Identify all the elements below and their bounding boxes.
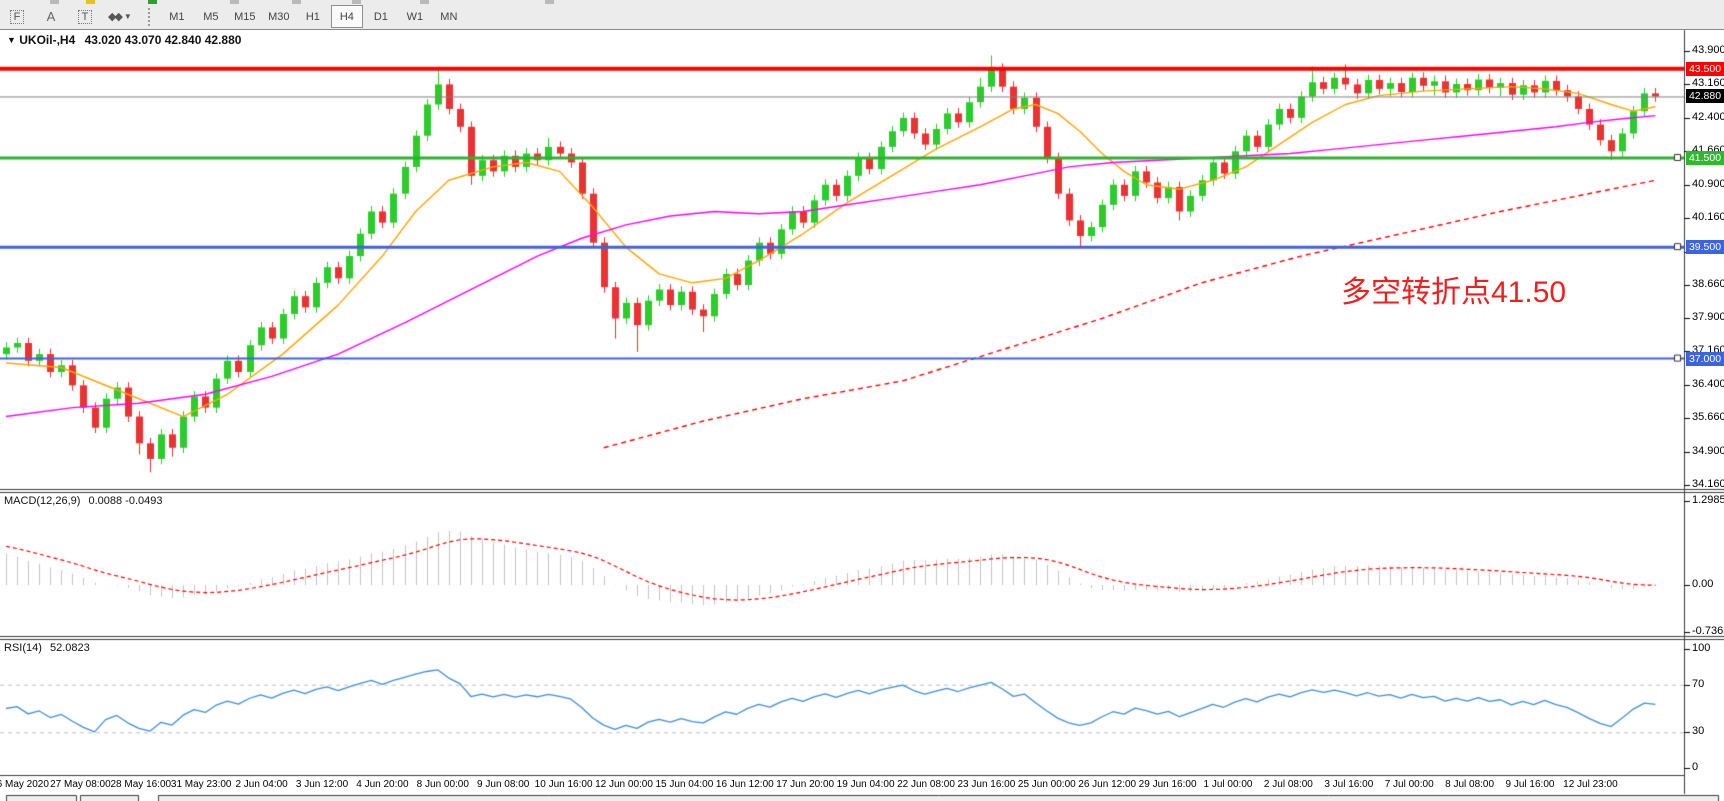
timeframe-button-d1[interactable]: D1: [373, 10, 388, 23]
dropdown-caret-icon: ▼: [123, 12, 132, 21]
clipped-upper-toolbar: [0, 0, 1724, 4]
symbol-dropdown-icon[interactable]: ▼: [7, 35, 16, 45]
timeframe-button-group: M1 M5 M15 M30 H1 H4 D1 W1 MN: [160, 5, 466, 28]
frame-cursor-icon: F: [9, 9, 25, 24]
text-label-tool-button[interactable]: T: [69, 5, 101, 28]
timeframe-button-w1[interactable]: W1: [406, 10, 424, 23]
timeframe-button-h4[interactable]: H4: [330, 5, 363, 28]
text-label-icon: T: [77, 9, 93, 24]
clipped-icon: [148, 0, 157, 4]
clipped-icon: [545, 0, 554, 4]
chart-toolbar: F A T ◆◆ ▼ M1 M5 M15 M30 H1 H4 D1 W1 MN: [0, 4, 1724, 30]
timeframe-button-h1[interactable]: H1: [305, 10, 320, 23]
timeframe-button-m5[interactable]: M5: [203, 10, 219, 23]
timeframe-button-m30[interactable]: M30: [268, 10, 290, 23]
chart-text-annotation[interactable]: 多空转折点41.50: [1341, 276, 1567, 309]
timeframe-button-m15[interactable]: M15: [234, 10, 256, 23]
clipped-icon: [352, 0, 361, 4]
toolbar-grip[interactable]: [147, 7, 154, 26]
clipped-icon: [50, 0, 59, 4]
arrow-style-icon: A: [46, 9, 56, 24]
clipped-icon: [86, 0, 95, 4]
clipped-icon: [230, 0, 239, 4]
shapes-icon: ◆◆: [108, 11, 123, 23]
arrow-style-tool-button[interactable]: A: [35, 5, 67, 28]
shapes-tool-button[interactable]: ◆◆ ▼: [103, 5, 137, 28]
clipped-icon: [420, 0, 429, 4]
timeframe-button-m1[interactable]: M1: [169, 10, 185, 23]
clipped-icon: [292, 0, 301, 4]
timeframe-button-mn[interactable]: MN: [440, 10, 458, 23]
frame-cursor-tool-button[interactable]: F: [1, 5, 33, 28]
